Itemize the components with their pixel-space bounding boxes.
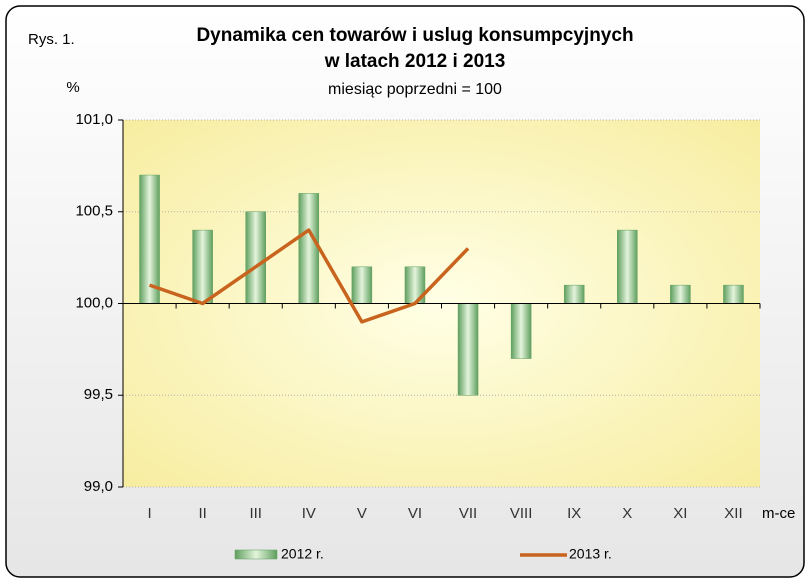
- chart-title: Dynamika cen towarów i uslug konsumpcyjn…: [196, 25, 633, 46]
- bar: [139, 174, 160, 304]
- figure-label: Rys. 1.: [28, 31, 75, 48]
- x-tick-label: VII: [459, 505, 477, 522]
- chart-title: w latach 2012 i 2013: [324, 51, 506, 72]
- y-tick-label: 100,0: [75, 294, 113, 311]
- y-tick-label: 99,0: [84, 478, 113, 495]
- bar: [510, 303, 532, 359]
- x-tick-label: III: [249, 505, 262, 522]
- bar: [457, 303, 479, 396]
- x-axis-label: m-ce: [762, 505, 795, 522]
- legend-label: 2013 r.: [569, 546, 612, 562]
- chart-subtitle: miesiąc poprzedni = 100: [328, 81, 502, 98]
- legend-label: 2012 r.: [281, 546, 324, 562]
- x-tick-label: VI: [408, 505, 422, 522]
- bar: [192, 229, 213, 304]
- bar: [245, 211, 266, 304]
- y-axis-label: %: [66, 79, 79, 96]
- line: [148, 228, 470, 324]
- bar: [723, 284, 744, 304]
- bar: [351, 266, 373, 304]
- x-tick-label: X: [622, 505, 632, 522]
- x-tick-label: XII: [724, 505, 742, 522]
- bar: [670, 284, 691, 304]
- y-tick-label: 100,5: [75, 203, 113, 220]
- x-tick-label: I: [147, 505, 151, 522]
- y-tick-label: 101,0: [75, 111, 113, 128]
- bar: [617, 229, 638, 304]
- x-tick-label: IX: [567, 505, 581, 522]
- bar: [298, 193, 320, 304]
- x-tick-label: IV: [302, 505, 316, 522]
- bar: [563, 284, 585, 304]
- x-tick-label: V: [357, 505, 367, 522]
- x-tick-label: VIII: [510, 505, 533, 522]
- legend-swatch: [234, 549, 278, 560]
- x-tick-label: XI: [673, 505, 687, 522]
- y-tick-label: 99,5: [84, 386, 113, 403]
- x-tick-label: II: [198, 505, 206, 522]
